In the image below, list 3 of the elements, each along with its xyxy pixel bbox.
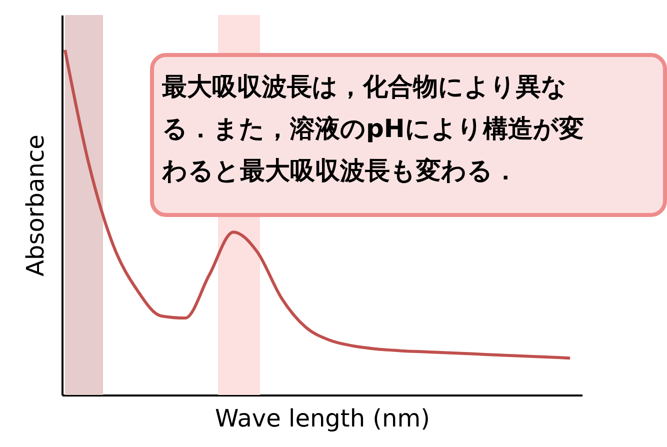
annotation: 最大吸収波長は，化合物により異なる．また，溶液のpHにより構造が変わると最大吸収波長も変わる． (161, 72, 584, 185)
y-axis-title: Absorbance (22, 134, 50, 276)
x-axis-title: Wave length (nm) (215, 404, 430, 432)
